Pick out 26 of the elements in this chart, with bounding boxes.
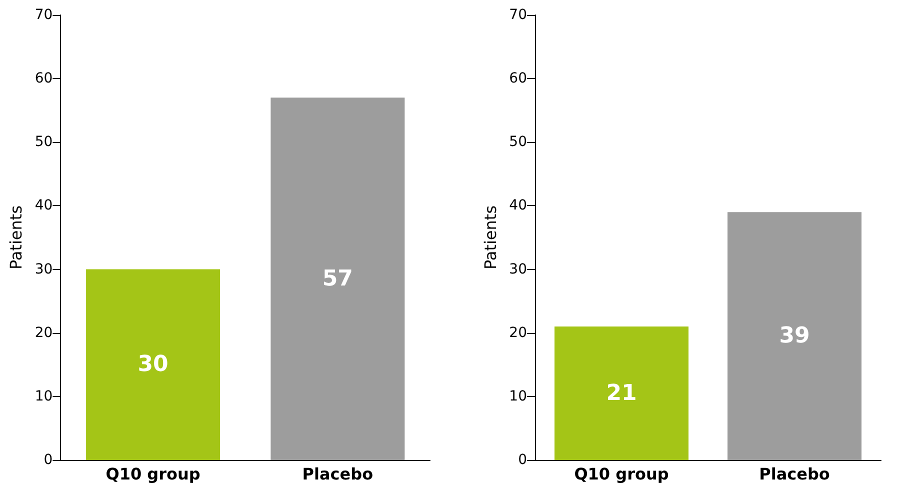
y-tick-label: 50 xyxy=(34,134,53,150)
y-tick-label: 30 xyxy=(34,261,53,278)
y-tick-label: 60 xyxy=(509,70,527,87)
y-tick-label: 70 xyxy=(509,7,527,23)
x-tick-label: Q10 group xyxy=(106,464,200,484)
data-label: 21 xyxy=(606,380,637,406)
y-tick-label: 0 xyxy=(44,452,53,468)
y-tick-label: 70 xyxy=(34,7,53,23)
y-tick-label: 10 xyxy=(509,388,527,404)
y-tick-label: 30 xyxy=(509,261,527,278)
y-tick-label: 40 xyxy=(34,198,53,214)
x-tick-label: Placebo xyxy=(302,464,374,484)
y-tick-label: 10 xyxy=(34,388,53,404)
data-label: 39 xyxy=(779,324,810,349)
y-tick-label: 0 xyxy=(518,452,527,468)
data-label: 30 xyxy=(138,352,168,378)
data-label: 57 xyxy=(322,266,353,292)
y-tick-label: 60 xyxy=(34,70,53,87)
y-tick-label: 20 xyxy=(34,324,53,341)
x-tick-label: Q10 group xyxy=(574,464,669,484)
y-axis-title: Patients xyxy=(480,205,500,270)
y-tick-label: 20 xyxy=(509,324,527,341)
y-tick-label: 50 xyxy=(509,134,527,150)
x-tick-label: Placebo xyxy=(759,464,830,484)
y-tick-label: 40 xyxy=(509,198,527,214)
y-axis-title: Patients xyxy=(6,205,26,270)
